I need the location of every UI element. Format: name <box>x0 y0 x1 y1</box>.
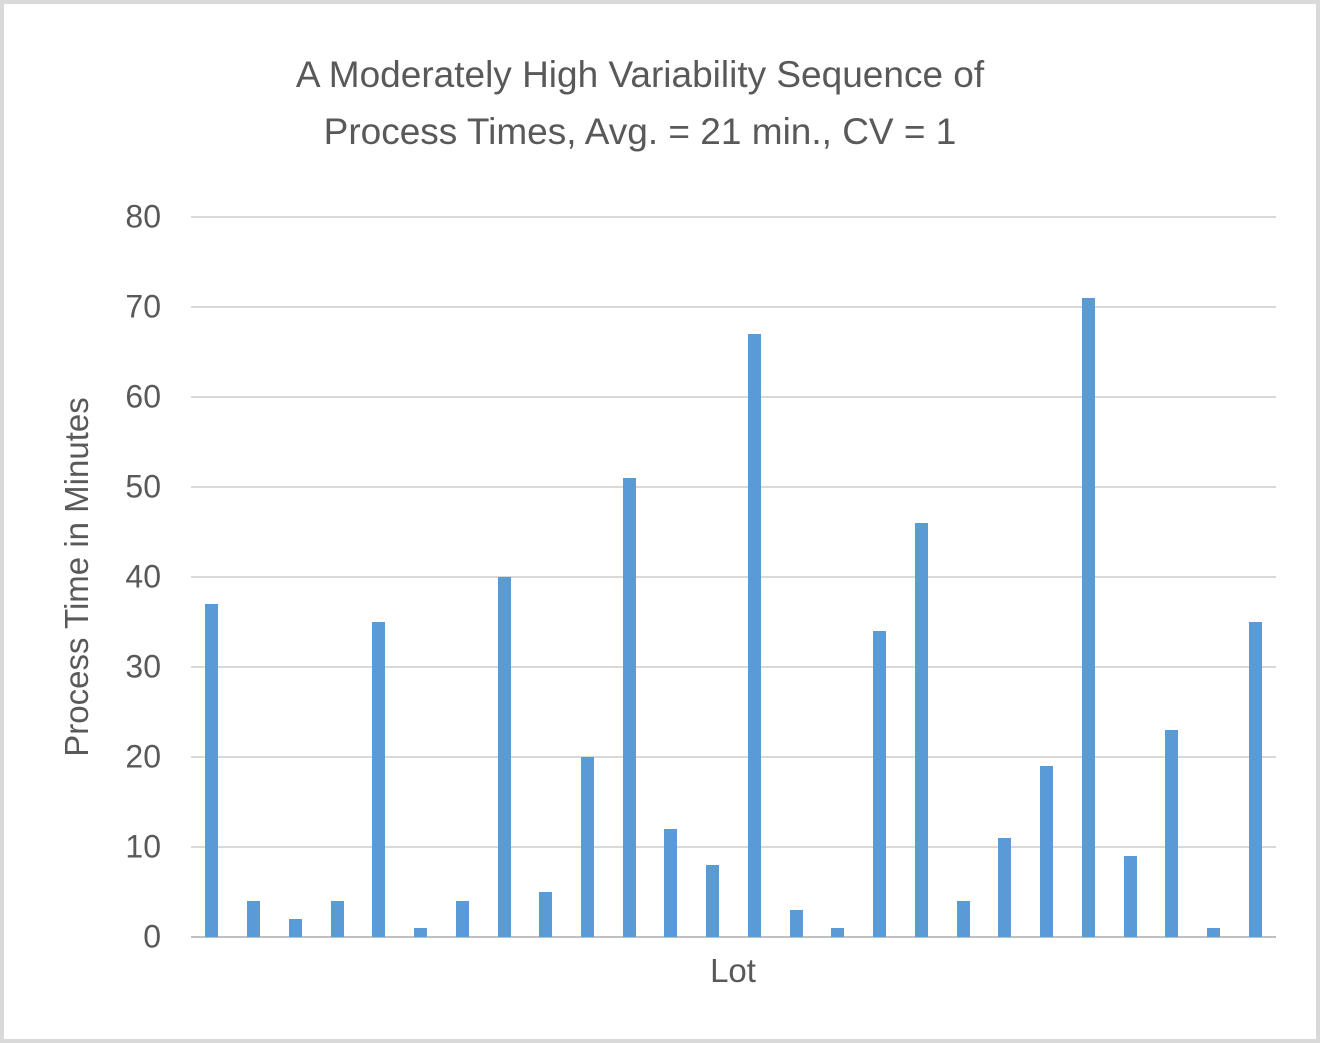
bar <box>1206 928 1220 937</box>
gridline <box>191 306 1276 308</box>
bar-series <box>191 217 1276 937</box>
gridline <box>191 846 1276 848</box>
bar <box>1040 766 1054 937</box>
bar-cell <box>483 217 525 937</box>
gridline <box>191 486 1276 488</box>
y-tick-label: 30 <box>125 648 161 685</box>
bar <box>831 928 845 937</box>
bar-cell <box>817 217 859 937</box>
bar <box>205 604 219 937</box>
bar <box>372 622 386 937</box>
bar <box>706 865 720 937</box>
bar-cell <box>1193 217 1235 937</box>
x-axis-title: Lot <box>710 952 756 989</box>
gridline <box>191 396 1276 398</box>
y-tick-label: 50 <box>125 468 161 505</box>
y-tick-label: 10 <box>125 828 161 865</box>
bar-cell <box>692 217 734 937</box>
bar <box>497 577 511 937</box>
y-tick-label: 70 <box>125 288 161 325</box>
gridline <box>191 666 1276 668</box>
chart-title: A Moderately High Variability Sequence o… <box>4 46 1276 160</box>
bar <box>330 901 344 937</box>
bar <box>1081 298 1095 937</box>
y-tick-label: 60 <box>125 378 161 415</box>
bar-cell <box>358 217 400 937</box>
bar <box>288 919 302 937</box>
bar <box>873 631 887 937</box>
chart-title-line-1: A Moderately High Variability Sequence o… <box>295 54 985 95</box>
bar-cell <box>650 217 692 937</box>
y-tick-label: 80 <box>125 198 161 235</box>
bar-cell <box>400 217 442 937</box>
bar <box>1123 856 1137 937</box>
bar <box>622 478 636 937</box>
bar <box>539 892 553 937</box>
bar-cell <box>1067 217 1109 937</box>
bar-cell <box>1234 217 1276 937</box>
gridline <box>191 216 1276 218</box>
bar-cell <box>441 217 483 937</box>
bar-cell <box>274 217 316 937</box>
bar <box>664 829 678 937</box>
bar-cell <box>775 217 817 937</box>
bar-cell <box>233 217 275 937</box>
bar-cell <box>984 217 1026 937</box>
bar <box>247 901 261 937</box>
gridline <box>191 576 1276 578</box>
bar-cell <box>942 217 984 937</box>
bar <box>747 334 761 937</box>
bar-cell <box>608 217 650 937</box>
y-tick-label: 0 <box>143 918 161 955</box>
bar-cell <box>900 217 942 937</box>
bar-cell <box>859 217 901 937</box>
bar <box>455 901 469 937</box>
bar <box>414 928 428 937</box>
bar <box>1165 730 1179 937</box>
bar-cell <box>1109 217 1151 937</box>
bar <box>580 757 594 937</box>
bar-cell <box>316 217 358 937</box>
bar <box>998 838 1012 937</box>
bar <box>789 910 803 937</box>
bar-cell <box>1026 217 1068 937</box>
y-axis-tick-labels: 0 10 20 30 40 50 60 70 80 <box>4 199 161 955</box>
gridline <box>191 756 1276 758</box>
bar-cell <box>191 217 233 937</box>
bar-cell <box>1151 217 1193 937</box>
y-tick-label: 20 <box>125 738 161 775</box>
bar-cell <box>734 217 776 937</box>
bar <box>1248 622 1262 937</box>
bar <box>914 523 928 937</box>
y-tick-label: 40 <box>125 558 161 595</box>
bar-cell <box>525 217 567 937</box>
chart-title-line-2: Process Times, Avg. = 21 min., CV = 1 <box>323 111 957 152</box>
bar <box>956 901 970 937</box>
x-axis-line <box>191 936 1276 938</box>
plot-area <box>191 216 1276 938</box>
bar-cell <box>567 217 609 937</box>
